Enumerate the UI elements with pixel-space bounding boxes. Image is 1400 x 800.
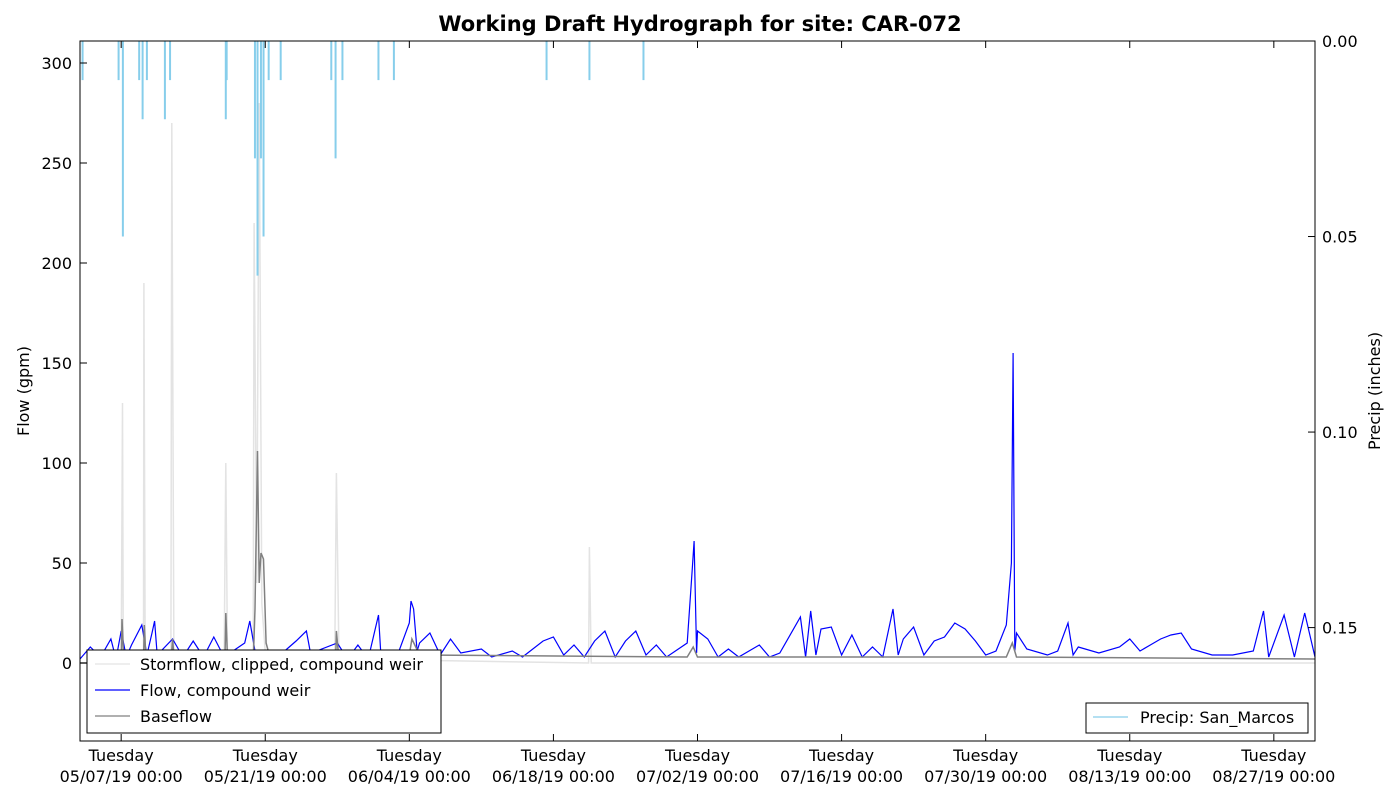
series-baseflow-line [80, 450, 1315, 664]
x-tick-label-date: 07/30/19 00:00 [924, 767, 1047, 786]
x-tick-label-date: 08/27/19 00:00 [1212, 767, 1335, 786]
y2-tick-label: 0.00 [1322, 32, 1358, 51]
y2-tick-label: 0.15 [1322, 619, 1358, 638]
x-tick-label-day: Tuesday [232, 746, 298, 765]
y-tick-label: 100 [41, 454, 72, 473]
x-tick-label-day: Tuesday [808, 746, 874, 765]
legend-flow-label: Flow, compound weir [140, 681, 311, 700]
y-tick-label: 250 [41, 154, 72, 173]
y-axis-label: Flow (gpm) [14, 346, 33, 436]
x-tick-label-date: 05/21/19 00:00 [204, 767, 327, 786]
y2-tick-label: 0.05 [1322, 228, 1358, 247]
x-tick-label-day: Tuesday [1096, 746, 1162, 765]
x-tick-label-day: Tuesday [520, 746, 586, 765]
y-tick-label: 150 [41, 354, 72, 373]
x-tick-label-day: Tuesday [1240, 746, 1306, 765]
x-tick-label-day: Tuesday [664, 746, 730, 765]
y-tick-label: 300 [41, 54, 72, 73]
legend-baseflow-label: Baseflow [140, 707, 212, 726]
y2-axis-label: Precip (inches) [1365, 332, 1384, 450]
x-tick-label-date: 07/16/19 00:00 [780, 767, 903, 786]
legend-precip: Precip: San_Marcos [1085, 702, 1309, 734]
x-tick-label-date: 07/02/19 00:00 [636, 767, 759, 786]
x-tick-label-date: 05/07/19 00:00 [60, 767, 183, 786]
legend-precip-label: Precip: San_Marcos [1140, 708, 1294, 728]
x-tick-label-date: 06/18/19 00:00 [492, 767, 615, 786]
x-tick-label-day: Tuesday [952, 746, 1018, 765]
y-tick-label: 50 [52, 554, 72, 573]
precip-layer [81, 41, 645, 276]
x-tick-label-day: Tuesday [88, 746, 154, 765]
x-tick-label-day: Tuesday [376, 746, 442, 765]
x-tick-label-date: 06/04/19 00:00 [348, 767, 471, 786]
ticks-layer: 0 50 100 150 200 250 300 0.00 0.05 0.10 0.15 Tuesda… [41, 32, 1357, 786]
y2-tick-label: 0.10 [1322, 423, 1358, 442]
legend-stormflow-label: Stormflow, clipped, compound weir [140, 655, 423, 674]
legend-precip-box [1085, 702, 1309, 734]
chart-title: Working Draft Hydrograph for site: CAR-0… [438, 12, 961, 36]
y-tick-label: 200 [41, 254, 72, 273]
x-tick-label-date: 08/13/19 00:00 [1068, 767, 1191, 786]
legend-flow-box [86, 649, 442, 734]
y-tick-label: 0 [62, 654, 72, 673]
legend-flow: Stormflow, clipped, compound weir Flow, … [86, 649, 442, 734]
